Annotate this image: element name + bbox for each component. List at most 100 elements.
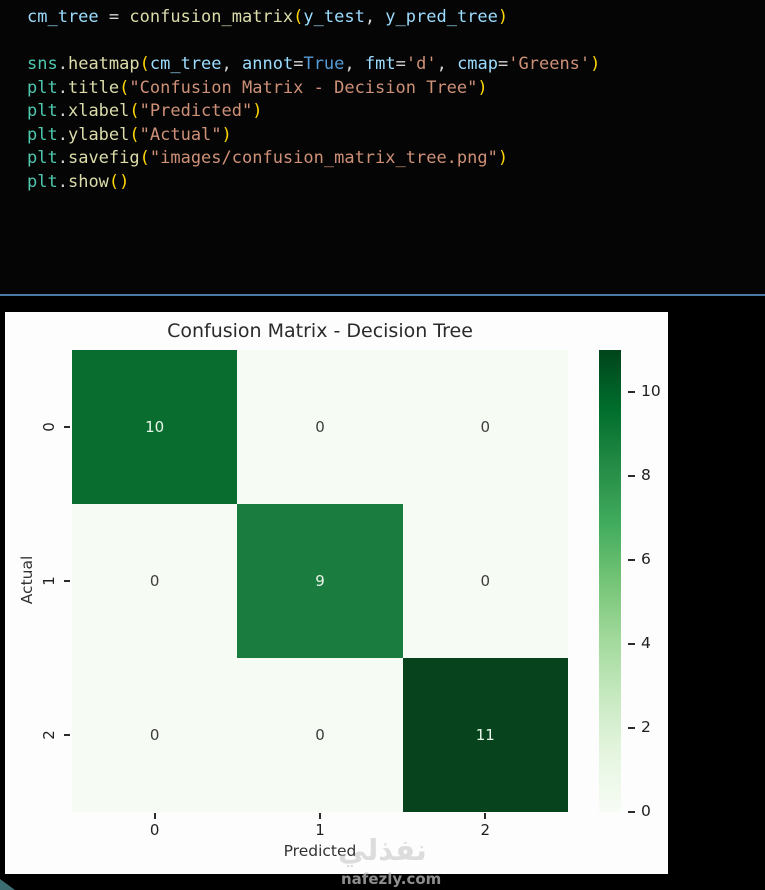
code-token-paren: ) xyxy=(252,101,263,121)
code-token-string: "Confusion Matrix - Decision Tree" xyxy=(129,77,478,98)
y-tick-label: 0 xyxy=(40,422,58,432)
code-token-operator: . xyxy=(57,124,68,145)
code-token-operator: = xyxy=(395,54,406,74)
colorbar-tick-mark xyxy=(628,643,635,645)
code-token-operator: , xyxy=(364,7,386,27)
code-token-operator: = xyxy=(98,7,130,27)
y-tick-mark xyxy=(64,734,70,736)
x-tick-label: 2 xyxy=(480,821,491,839)
code-token-module: plt xyxy=(27,171,58,192)
confusion-matrix-heatmap: 10 0 0 0 9 0 0 0 11 xyxy=(72,350,568,812)
colorbar-tick-mark xyxy=(628,559,635,561)
code-token-function: show xyxy=(67,171,109,192)
panel-divider xyxy=(0,294,765,296)
y-tick-label: 1 xyxy=(40,576,58,586)
y-tick-mark xyxy=(64,426,70,428)
code-token-paren: ( xyxy=(293,7,304,27)
x-tick-mark xyxy=(153,813,156,819)
code-line xyxy=(27,30,765,54)
x-tick-label: 0 xyxy=(149,821,160,839)
x-tick-mark xyxy=(484,813,487,819)
code-line: plt.ylabel("Actual") xyxy=(27,124,765,148)
code-token-operator: , xyxy=(344,54,365,74)
colorbar-ticks: 0 2 4 6 8 10 xyxy=(599,350,669,820)
colorbar-tick-mark xyxy=(628,727,635,729)
code-token-paren: ( xyxy=(129,101,140,121)
code-token-operator: , xyxy=(221,54,243,74)
code-token-keyword: True xyxy=(303,54,345,74)
code-line: sns.heatmap(cm_tree, annot=True, fmt='d'… xyxy=(27,53,765,77)
code-token-operator: . xyxy=(57,101,68,121)
x-tick-label: 1 xyxy=(315,821,325,839)
code-token-paren: ) xyxy=(119,171,130,192)
corner-marker-icon xyxy=(0,879,15,890)
code-line: cm_tree = confusion_matrix(y_test, y_pre… xyxy=(27,6,765,30)
colorbar-tick-label: 6 xyxy=(641,550,651,568)
code-token-variable: fmt xyxy=(364,54,396,74)
code-token-function: title xyxy=(67,77,120,98)
code-token-paren: ) xyxy=(497,148,509,168)
code-token-paren: ) xyxy=(221,124,232,145)
code-token-operator: . xyxy=(57,148,68,168)
code-token-operator: , xyxy=(436,54,458,74)
colorbar-tick-label: 4 xyxy=(641,634,651,652)
code-token-paren: ( xyxy=(119,77,130,98)
code-token-module: plt xyxy=(27,148,58,168)
code-token-module: plt xyxy=(27,101,58,121)
code-line: plt.savefig("images/confusion_matrix_tre… xyxy=(27,147,765,171)
code-token-variable: cm_tree xyxy=(27,7,99,27)
colorbar-tick-mark xyxy=(628,391,635,393)
colorbar-tick-label: 8 xyxy=(641,466,651,484)
heatmap-cell-0-1: 0 xyxy=(237,350,403,504)
code-token-string: "images/confusion_matrix_tree.png" xyxy=(149,148,498,168)
heatmap-cell-1-0: 0 xyxy=(72,504,238,658)
y-tick-mark xyxy=(64,580,70,582)
code-editor[interactable]: cm_tree = confusion_matrix(y_test, y_pre… xyxy=(0,0,765,294)
heatmap-cell-2-2: 11 xyxy=(402,658,568,812)
code-token-module: sns xyxy=(27,54,58,74)
watermark-domain: nafezly.com xyxy=(341,870,442,888)
code-token-function: heatmap xyxy=(67,54,140,74)
code-token-variable: y_pred_tree xyxy=(385,7,498,27)
chart-title: Confusion Matrix - Decision Tree xyxy=(167,320,473,342)
heatmap-cell-1-1: 9 xyxy=(237,504,403,658)
colorbar xyxy=(599,350,621,812)
code-token-operator: . xyxy=(57,171,68,192)
colorbar-tick-mark xyxy=(628,811,635,813)
colorbar-tick-label: 2 xyxy=(641,718,651,736)
code-token-operator: = xyxy=(293,54,304,74)
heatmap-cell-2-1: 0 xyxy=(237,658,403,812)
watermark-arabic: نفذلي xyxy=(338,833,427,867)
code-token-paren: ) xyxy=(497,7,509,27)
heatmap-cell-0-0: 10 xyxy=(72,350,238,504)
code-token-function: xlabel xyxy=(67,101,130,121)
code-token-variable: cmap xyxy=(457,54,499,74)
heatmap-cell-1-2: 0 xyxy=(402,504,568,658)
code-line: plt.show() xyxy=(27,171,765,195)
matplotlib-figure: Confusion Matrix - Decision Tree 10 0 0 0 9 0… xyxy=(5,312,668,874)
code-token-variable: cm_tree xyxy=(149,54,222,74)
code-token-paren: ) xyxy=(477,77,488,98)
code-token-variable: y_test xyxy=(303,7,365,27)
code-token-function: ylabel xyxy=(67,124,130,145)
code-token-variable: annot xyxy=(242,54,294,74)
x-tick-mark xyxy=(319,813,321,819)
colorbar-tick-label: 0 xyxy=(641,802,651,820)
heatmap-cell-0-2: 0 xyxy=(402,350,568,504)
code-token-paren: ( xyxy=(129,124,140,145)
code-token-operator: = xyxy=(498,54,509,74)
code-token-string: "Actual" xyxy=(139,124,222,145)
code-token-operator: . xyxy=(57,77,68,98)
code-token-string: "Predicted" xyxy=(139,101,253,121)
code-line: plt.xlabel("Predicted") xyxy=(27,100,765,124)
code-token-module: plt xyxy=(27,77,58,98)
colorbar-tick-mark xyxy=(628,475,635,477)
x-axis-label: Predicted xyxy=(283,842,357,860)
colorbar-tick-label: 10 xyxy=(641,382,661,400)
code-token-paren: ( xyxy=(139,148,150,168)
heatmap-cell-2-0: 0 xyxy=(72,658,238,812)
code-token-paren: ( xyxy=(139,54,150,74)
code-token-string: 'Greens' xyxy=(508,54,591,74)
code-token-paren: ) xyxy=(590,54,601,74)
code-token-paren: ( xyxy=(108,171,120,192)
